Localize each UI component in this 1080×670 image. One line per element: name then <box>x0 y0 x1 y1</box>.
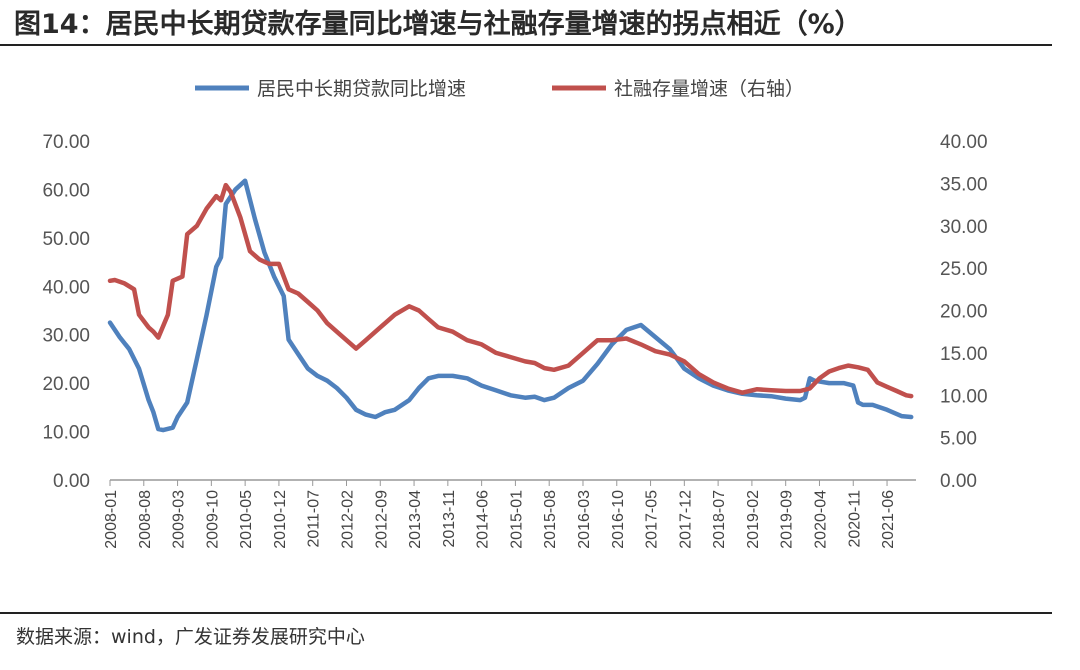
legend-label: 社融存量增速（右轴） <box>614 78 804 100</box>
series-line-social-financing <box>107 182 914 399</box>
x-tick-label: 2016-03 <box>576 490 593 549</box>
y-left-tick-label: 70.00 <box>42 132 90 153</box>
y-right-tick-label: 35.00 <box>940 174 988 195</box>
y-right-tick-label: 0.00 <box>940 471 977 492</box>
x-tick-label: 2013-11 <box>441 490 458 548</box>
legend: 居民中长期贷款同比增速 社融存量增速（右轴） <box>195 78 804 100</box>
x-tick-label: 2017-05 <box>644 490 661 549</box>
y-left-tick-label: 10.00 <box>42 423 90 444</box>
x-tick-label: 2015-01 <box>508 490 525 549</box>
x-tick-label: 2010-12 <box>272 490 289 549</box>
x-tick-label: 2014-06 <box>475 490 492 549</box>
y-left-tick-label: 0.00 <box>53 471 90 492</box>
chart: 居民中长期贷款同比增速 社融存量增速（右轴） 0.00 10.00 20.00 30.0… <box>42 78 988 549</box>
y-right-tick-label: 15.00 <box>940 344 988 365</box>
x-tick-label: 2009-10 <box>204 490 221 549</box>
x-tick-label: 2009-03 <box>171 490 188 549</box>
x-tick-label: 2010-05 <box>238 490 255 549</box>
y-left-tick-label: 20.00 <box>42 374 90 395</box>
y-right-tick-label: 30.00 <box>940 217 988 238</box>
y-right-tick-label: 25.00 <box>940 259 988 280</box>
y-left-tick-label: 50.00 <box>42 229 90 250</box>
x-tick-label: 2016-10 <box>610 490 627 549</box>
x-tick-label: 2008-01 <box>103 490 120 549</box>
x-tick-label: 2019-02 <box>745 490 762 549</box>
page-title: 图14：居民中长期贷款存量同比增速与社融存量增速的拐点相近（%） <box>14 9 862 40</box>
title-rule <box>0 44 1052 46</box>
source-note: 数据来源：wind，广发证券发展研究中心 <box>16 626 365 648</box>
x-axis: 2008-01 2008-08 2009-03 2009-10 2010-05 2010-… <box>103 479 916 549</box>
x-tick-label: 2017-12 <box>677 490 694 549</box>
y-right-tick-label: 5.00 <box>940 429 977 450</box>
legend-label: 居民中长期贷款同比增速 <box>257 78 466 100</box>
y-left-tick-label: 60.00 <box>42 180 90 201</box>
x-tick-label: 2008-08 <box>137 490 154 549</box>
x-tick-label: 2013-04 <box>407 490 424 549</box>
y-right-tick-label: 40.00 <box>940 132 988 153</box>
y-left-tick-label: 30.00 <box>42 326 90 347</box>
series-group <box>107 178 914 433</box>
x-tick-label: 2012-02 <box>339 490 356 549</box>
x-tick-label: 2021-06 <box>880 490 897 549</box>
x-tick-label: 2020-11 <box>846 490 863 548</box>
series-line-household-loans <box>107 178 914 433</box>
footer-rule <box>0 612 1052 614</box>
y-left-tick-label: 40.00 <box>42 277 90 298</box>
y-axis-left: 0.00 10.00 20.00 30.00 40.00 50.00 60.00 70.00 <box>42 132 90 492</box>
x-tick-label: 2012-09 <box>373 490 390 549</box>
y-right-tick-label: 10.00 <box>940 386 988 407</box>
x-tick-label: 2020-04 <box>812 490 829 549</box>
x-tick-label: 2019-09 <box>779 490 796 549</box>
y-axis-right: 0.00 5.00 10.00 15.00 20.00 25.00 30.00 35.00 40… <box>940 132 988 492</box>
x-tick-label: 2011-07 <box>306 490 323 548</box>
x-tick-label: 2015-08 <box>542 490 559 549</box>
y-right-tick-label: 20.00 <box>940 302 988 323</box>
x-tick-label: 2018-07 <box>711 490 728 549</box>
